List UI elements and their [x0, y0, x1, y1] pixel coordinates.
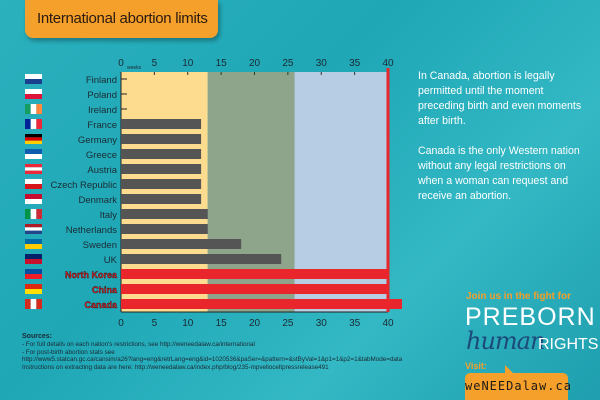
- visit-label: Visit:: [465, 361, 487, 371]
- bar-chart: 0 0 5 5 10 10 15 15 20 20 25 25 30 30 35 35 40 40 weeks Fin…: [25, 58, 402, 329]
- category-label: Czech Republic: [50, 180, 117, 191]
- x-tick-bottom: 30: [316, 318, 328, 329]
- bar-austria: [121, 164, 202, 174]
- x-tick-bottom: 40: [382, 318, 394, 329]
- x-tick-top: 20: [249, 58, 261, 69]
- x-tick-top: 25: [282, 58, 294, 69]
- x-tick-bottom: 0: [118, 318, 124, 329]
- category-label: Greece: [86, 150, 117, 161]
- bar-czech-republic: [121, 179, 202, 189]
- category-label: Canada: [84, 300, 118, 310]
- x-tick-bottom: 35: [349, 318, 361, 329]
- flag-france-icon: [25, 119, 42, 129]
- x-tick-top: 40: [382, 58, 394, 69]
- flag-greece-icon: [25, 149, 42, 159]
- flag-sweden-icon: [25, 239, 42, 249]
- bar-italy: [121, 209, 208, 219]
- category-label: France: [87, 120, 117, 131]
- x-tick-bottom: 25: [282, 318, 294, 329]
- x-tick-bottom: 10: [182, 318, 194, 329]
- join-text: Join us in the fight for: [466, 291, 571, 302]
- bar-sweden: [121, 239, 242, 249]
- category-label: Poland: [87, 90, 117, 101]
- logo-rights: RIGHTS: [538, 336, 599, 353]
- flag-denmark-icon: [25, 194, 42, 204]
- bar-uk: [121, 254, 282, 264]
- x-tick-top: 0: [118, 58, 124, 69]
- bar-greece: [121, 149, 202, 159]
- category-label: Sweden: [83, 240, 117, 251]
- bar-denmark: [121, 194, 202, 204]
- category-label: UK: [104, 255, 118, 266]
- title-banner: International abortion limits: [25, 0, 218, 38]
- source-line: http://www5.statcan.gc.ca/cansim/a26?lan…: [22, 356, 402, 364]
- logo-human: human: [466, 327, 545, 355]
- x-tick-bottom: 5: [152, 318, 158, 329]
- bar-north-korea: [121, 269, 388, 279]
- category-label: Italy: [100, 210, 118, 221]
- flag-finland-icon: [25, 74, 42, 84]
- bar-canada: [121, 299, 402, 309]
- bar-netherlands: [121, 224, 208, 234]
- source-line: Instructions on extracting data are here…: [22, 364, 329, 372]
- flag-germany-icon: [25, 134, 42, 144]
- sources-heading: Sources:: [22, 333, 52, 340]
- category-label: Germany: [78, 135, 117, 146]
- category-label: China: [92, 285, 118, 295]
- bar-china: [121, 284, 388, 294]
- x-tick-top: 5: [152, 58, 158, 69]
- flag-north-korea-icon: [25, 269, 42, 279]
- category-label: Denmark: [78, 195, 117, 206]
- sources: Sources: - For full details on each nati…: [22, 333, 402, 372]
- flag-austria-icon: [25, 164, 42, 174]
- category-label: Austria: [87, 165, 117, 176]
- side-text: In Canada, abortion is legally permitted…: [418, 69, 583, 219]
- source-line: - For post-birth abortion stats see: [22, 348, 115, 356]
- flag-netherlands-icon: [25, 224, 42, 234]
- x-tick-top: 30: [316, 58, 328, 69]
- category-label: Finland: [86, 75, 117, 86]
- side-paragraph: Canada is the only Western nation withou…: [418, 145, 580, 202]
- side-paragraph: In Canada, abortion is legally permitted…: [418, 70, 582, 127]
- x-tick-top: 15: [216, 58, 228, 69]
- category-label: Ireland: [88, 105, 117, 116]
- flag-czech-republic-icon: [25, 179, 42, 189]
- logo-preborn: PREBORN: [465, 303, 596, 331]
- bar-germany: [121, 134, 202, 144]
- flag-canada-icon: [25, 299, 42, 309]
- x-tick-bottom: 20: [249, 318, 261, 329]
- flag-ireland-icon: [25, 104, 42, 114]
- x-tick-bottom: 15: [216, 318, 228, 329]
- bar-france: [121, 119, 202, 129]
- x-tick-top: 10: [182, 58, 194, 69]
- x-tick-top: 35: [349, 58, 361, 69]
- category-label: Netherlands: [66, 225, 117, 236]
- category-label: North Korea: [65, 270, 118, 280]
- flag-italy-icon: [25, 209, 42, 219]
- website-link[interactable]: weNEEDalaw.ca: [465, 365, 571, 400]
- flag-china-icon: [25, 284, 42, 294]
- x-axis-label: weeks: [127, 65, 142, 71]
- page-title: International abortion limits: [37, 10, 208, 27]
- flag-uk-icon: [25, 254, 42, 264]
- flag-poland-icon: [25, 89, 42, 99]
- source-line: - For full details on each nation's rest…: [22, 340, 255, 348]
